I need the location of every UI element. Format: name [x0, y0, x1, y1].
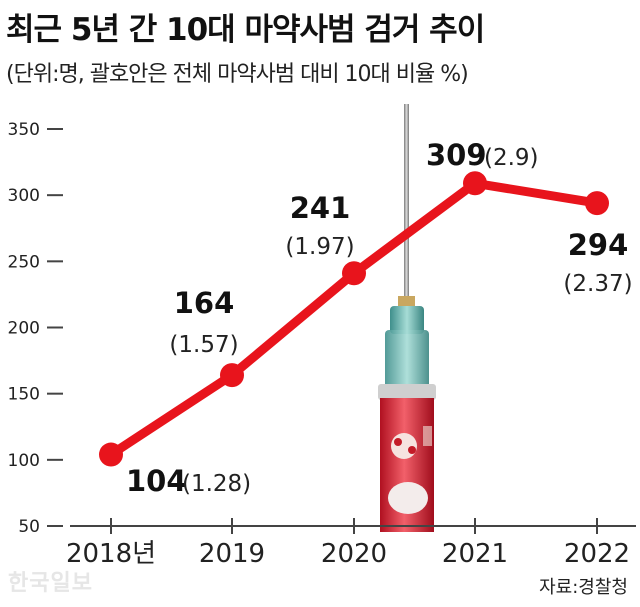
data-value-label: 241	[290, 191, 351, 225]
x-tick-label: 2022	[564, 539, 630, 569]
data-ratio-label: (2.9)	[484, 145, 539, 171]
data-value-label: 104	[126, 464, 187, 498]
data-point	[585, 191, 609, 216]
x-tick-label: 2021	[442, 539, 508, 569]
series-line-group	[99, 171, 609, 467]
watermark-logo: 한국일보	[8, 571, 93, 596]
data-labels-group: 104(1.28) 164 (1.57) 241 (1.97) 309(2.9) 294 (2…	[126, 138, 633, 498]
data-point	[463, 171, 487, 196]
chart-title: 최근 5년 간 10대 마약사범 검거 추이	[6, 12, 485, 48]
data-point	[342, 261, 366, 286]
chart-axes: 50 100 150 200 250 300 350 2018년 2019 2020 2021 202…	[8, 120, 636, 569]
x-tick-label: 2018년	[66, 539, 156, 569]
y-tick-label: 50	[18, 517, 40, 537]
data-ratio-label: (1.28)	[182, 471, 251, 497]
data-point	[220, 363, 244, 388]
y-tick-label: 100	[8, 451, 40, 471]
data-value-label: 294	[568, 228, 629, 262]
x-tick-label: 2020	[321, 539, 387, 569]
x-tick-label: 2019	[199, 539, 265, 569]
data-ratio-label: (1.97)	[285, 234, 354, 260]
y-tick-label: 250	[8, 252, 40, 272]
y-tick-label: 300	[8, 186, 40, 206]
chart-subtitle: (단위:명, 괄호안은 전체 마약사범 대비 10대 비율 %)	[6, 62, 469, 87]
y-tick-label: 200	[8, 319, 40, 339]
source-note: 자료:경찰청	[539, 577, 628, 598]
data-value-label: 164	[174, 286, 235, 320]
data-value-label: 309	[426, 138, 487, 172]
y-tick-label: 350	[8, 120, 40, 140]
data-ratio-label: (2.37)	[563, 271, 632, 297]
data-ratio-label: (1.57)	[169, 332, 238, 358]
data-point	[99, 442, 123, 467]
y-tick-label: 150	[8, 385, 40, 405]
syringe-illustration	[378, 104, 436, 532]
